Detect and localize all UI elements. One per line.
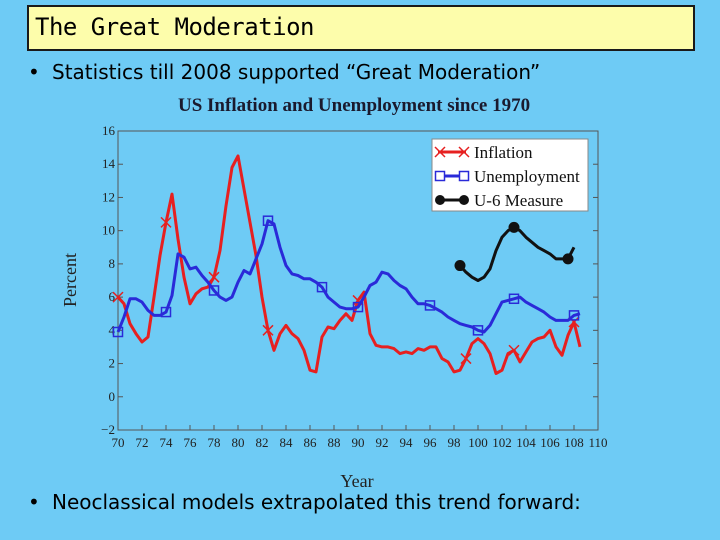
chart-title: US Inflation and Unemployment since 1970	[178, 95, 531, 116]
y-tick-label: 14	[102, 156, 116, 171]
x-tick-label: 92	[376, 435, 389, 450]
y-tick-label: 8	[109, 256, 116, 271]
slide-title-box: The Great Moderation	[27, 5, 695, 51]
point-marker-inflation	[460, 353, 472, 365]
legend-marker	[458, 170, 470, 182]
y-tick-label: 2	[109, 356, 116, 371]
x-tick-label: 98	[448, 435, 461, 450]
slide-title: The Great Moderation	[35, 13, 314, 41]
bullet-2-text: Neoclassical models extrapolated this tr…	[52, 490, 581, 514]
series-line-inflation	[116, 154, 582, 375]
legend-label: Inflation	[474, 143, 533, 162]
legend-marker	[434, 170, 446, 182]
legend-marker	[458, 146, 470, 158]
x-tick-label: 84	[280, 435, 294, 450]
point-marker-unemployment	[208, 285, 220, 296]
point-marker-u-6-measure	[454, 260, 466, 272]
point-marker-inflation	[160, 216, 172, 228]
point-marker-unemployment	[424, 300, 436, 311]
x-tick-label: 88	[328, 435, 341, 450]
x-tick-label: 78	[208, 435, 221, 450]
legend-label: U-6 Measure	[474, 191, 563, 210]
point-marker-unemployment	[508, 293, 520, 305]
x-tick-label: 106	[540, 435, 560, 450]
x-tick-label: 110	[588, 435, 607, 450]
x-tick-label: 70	[112, 435, 125, 450]
point-marker-unemployment	[316, 281, 328, 293]
y-axis-label: Percent	[60, 253, 80, 307]
point-marker-inflation	[112, 291, 124, 303]
x-tick-label: 94	[400, 435, 414, 450]
y-tick-label: −2	[101, 422, 115, 437]
x-tick-label: 104	[516, 435, 536, 450]
y-tick-label: 12	[102, 189, 115, 204]
x-tick-label: 80	[232, 435, 245, 450]
bullet-2: • Neoclassical models extrapolated this t…	[28, 490, 581, 514]
y-tick-label: 16	[102, 123, 116, 138]
x-tick-label: 90	[352, 435, 365, 450]
point-marker-inflation	[508, 344, 520, 356]
x-tick-label: 74	[160, 435, 174, 450]
x-tick-label: 100	[468, 435, 488, 450]
y-tick-label: 0	[109, 389, 116, 404]
point-marker-inflation	[262, 324, 274, 336]
point-marker-inflation	[208, 271, 220, 283]
bullet-1: • Statistics till 2008 supported “Great M…	[28, 60, 540, 84]
series-line-unemployment	[116, 219, 581, 334]
x-axis-label: Year	[340, 471, 373, 491]
y-tick-label: 10	[102, 223, 115, 238]
point-marker-unemployment	[160, 306, 172, 318]
x-tick-label: 86	[304, 435, 318, 450]
x-tick-label: 76	[184, 435, 198, 450]
y-tick-label: 4	[109, 322, 116, 337]
legend-marker	[459, 195, 469, 205]
point-marker-u-6-measure	[562, 253, 574, 265]
x-tick-label: 102	[492, 435, 512, 450]
y-tick-label: 6	[109, 289, 116, 304]
x-tick-label: 72	[136, 435, 149, 450]
bullet-1-text: Statistics till 2008 supported “Great Mo…	[52, 60, 541, 84]
point-marker-unemployment	[568, 310, 580, 321]
point-marker-u-6-measure	[508, 221, 520, 233]
x-tick-label: 108	[564, 435, 584, 450]
x-tick-label: 82	[256, 435, 269, 450]
point-marker-unemployment	[352, 301, 364, 313]
point-marker-unemployment	[112, 326, 124, 338]
x-tick-label: 96	[424, 435, 438, 450]
legend-label: Unemployment	[474, 167, 580, 186]
legend-marker	[434, 146, 446, 158]
bullet-2-symbol: •	[28, 490, 40, 514]
point-marker-unemployment	[262, 215, 274, 226]
legend-marker	[435, 195, 445, 205]
point-marker-unemployment	[472, 325, 484, 336]
bullet-1-symbol: •	[28, 60, 40, 84]
